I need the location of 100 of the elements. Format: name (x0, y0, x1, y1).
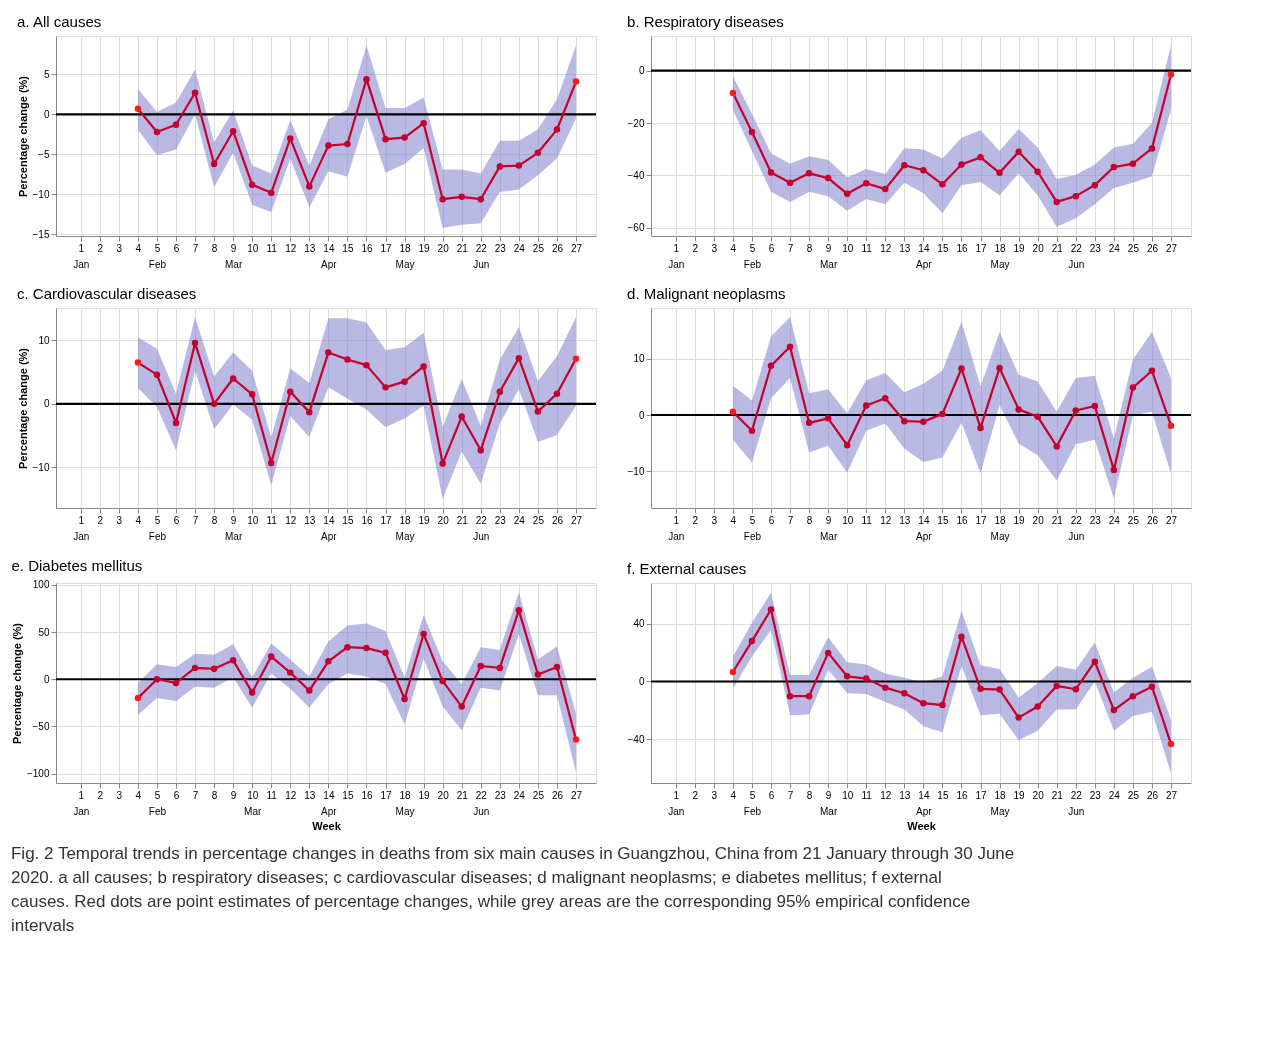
x-tick-label: 2 (97, 242, 104, 254)
point (863, 675, 870, 682)
x-tick-label: 8 (211, 514, 218, 526)
point (210, 400, 218, 408)
point (325, 658, 332, 665)
point (191, 339, 199, 347)
x-tick-label: 20 (1032, 514, 1045, 526)
y-tick-label: −10 (32, 188, 50, 200)
x-tick-label: 9 Mar (225, 242, 243, 270)
point (843, 673, 851, 680)
x-tick-label: 26 (1146, 514, 1159, 526)
point (191, 664, 199, 672)
y-axis-title: Percentage change (%) (16, 347, 29, 470)
point (729, 408, 737, 415)
x-tick-label: 24 (1108, 242, 1121, 254)
point (1072, 686, 1079, 693)
point (1015, 714, 1022, 721)
point (767, 362, 775, 369)
x-tick-label: 18 May (990, 242, 1010, 270)
x-tick-label: 25 (532, 789, 545, 801)
point (901, 690, 908, 697)
point (1110, 163, 1118, 171)
x-tick-label: 10 (247, 242, 259, 254)
x-tick-label: 12 (285, 789, 297, 801)
point (458, 413, 465, 420)
chart-title: a. All causes (17, 13, 102, 30)
x-tick-label: 18 May (990, 789, 1010, 817)
x-tick-label: 5 Feb (743, 242, 762, 270)
x-tick-label: 17 (975, 789, 988, 801)
point (786, 179, 794, 187)
x-tick-label: 27 (1165, 789, 1178, 801)
point (1053, 682, 1060, 690)
y-tick-label: 0 (638, 65, 645, 77)
point (363, 361, 370, 369)
x-tick-label: 17 (380, 789, 393, 801)
x-tick-label: 7 (192, 242, 199, 254)
x-tick-label: 5 Feb (743, 514, 762, 542)
x-tick-label: 21 (456, 242, 469, 254)
y-tick-label: 5 (43, 68, 50, 80)
x-tick-label: 4 (135, 514, 142, 526)
point (534, 149, 542, 157)
x-tick-label: 19 (418, 789, 431, 801)
x-tick-label: 26 (551, 789, 564, 801)
point (306, 408, 313, 416)
point (1148, 367, 1156, 374)
x-tick-label: 20 (437, 242, 450, 254)
x-tick-label: 12 (880, 242, 892, 254)
point (344, 140, 351, 148)
x-tick-label: 11 (861, 514, 873, 526)
x-tick-label: 11 (266, 242, 278, 254)
x-tick-label: 25 (1127, 789, 1140, 801)
point (1091, 181, 1099, 189)
x-tick-label: 11 (861, 789, 873, 801)
y-tick-label: 0 (638, 675, 645, 687)
x-tick-label: 8 (211, 242, 218, 254)
point (1129, 384, 1137, 391)
x-tick-label: 21 (456, 789, 469, 801)
point (805, 692, 813, 700)
point (863, 402, 870, 409)
x-tick-label: 24 (513, 789, 526, 801)
x-tick-label: 14 Apr (321, 789, 338, 817)
point (534, 408, 542, 415)
point (477, 195, 484, 203)
x-tick-label: 15 (342, 514, 354, 526)
x-tick-label: 9 Mar (820, 242, 838, 270)
x-tick-label: 27 (570, 242, 583, 254)
y-tick-label: 40 (633, 618, 645, 630)
x-tick-label: 12 (880, 789, 892, 801)
point (1091, 402, 1099, 410)
x-tick-label: 22 Jun (473, 789, 490, 817)
point (996, 364, 1003, 372)
x-tick-label: 19 (1013, 514, 1026, 526)
x-tick-label: 7 (787, 242, 794, 254)
x-tick-label: 8 (806, 242, 813, 254)
point (172, 121, 180, 129)
x-tick-label: 18 May (395, 789, 415, 817)
x-tick-label: 18 May (395, 242, 415, 270)
y-tick-label: −60 (627, 222, 645, 234)
point (958, 161, 965, 168)
point (977, 154, 984, 161)
x-tick-label: 8 (806, 514, 813, 526)
point (363, 75, 370, 83)
x-tick-label: 26 (1146, 242, 1159, 254)
x-tick-label: 4 (135, 242, 142, 254)
point (439, 677, 446, 685)
point (287, 135, 294, 142)
x-tick-label: 11 (266, 514, 278, 526)
point (977, 424, 984, 432)
point (824, 415, 832, 422)
x-tick-label: 1 Jan (668, 514, 685, 542)
x-tick-label: 5 Feb (148, 514, 167, 542)
y-tick-label: 10 (38, 334, 50, 346)
point (939, 181, 946, 188)
point (515, 354, 523, 362)
point (496, 664, 504, 672)
point (729, 668, 737, 676)
chart-title: f. External causes (627, 560, 747, 577)
point (420, 630, 427, 638)
point (767, 169, 775, 176)
point (939, 410, 946, 418)
